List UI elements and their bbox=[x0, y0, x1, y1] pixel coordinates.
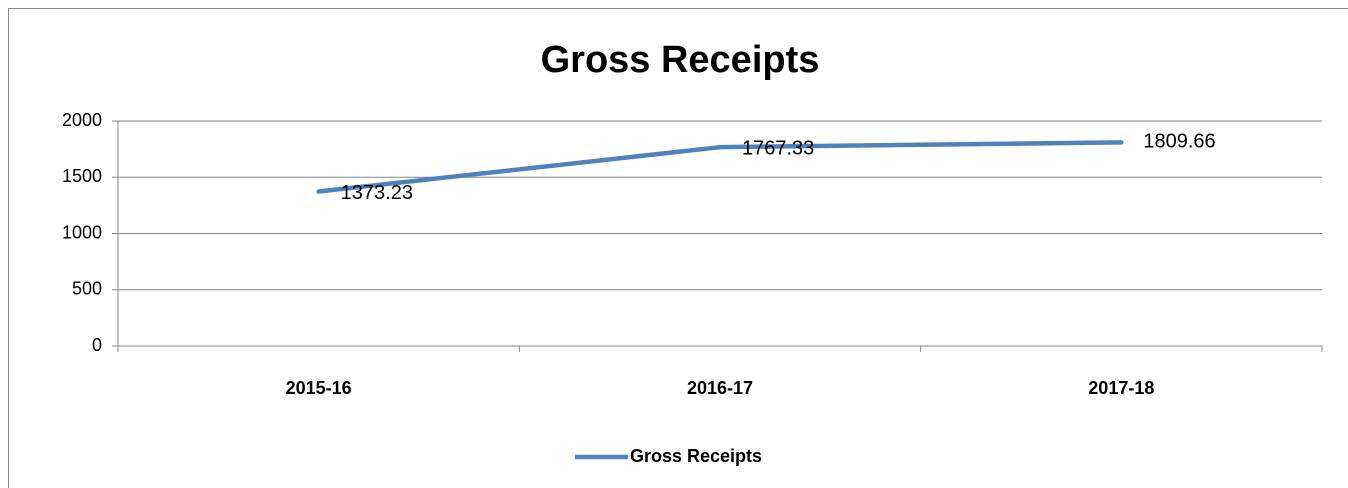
chart-border bbox=[8, 8, 1348, 488]
x-tick-label: 2017-18 bbox=[1088, 378, 1154, 398]
data-label: 1809.66 bbox=[1143, 131, 1215, 153]
y-tick-label: 0 bbox=[92, 335, 102, 355]
line-series bbox=[316, 140, 1124, 194]
data-label: 1767.33 bbox=[742, 137, 814, 159]
y-tick-label: 2000 bbox=[62, 110, 102, 130]
x-tick-label: 2016-17 bbox=[687, 378, 753, 398]
chart-title: Gross Receipts bbox=[541, 39, 820, 81]
y-tick-label: 1000 bbox=[62, 222, 102, 242]
legend-label: Gross Receipts bbox=[630, 446, 762, 466]
y-tick-label: 1500 bbox=[62, 166, 102, 186]
data-label: 1373.23 bbox=[341, 182, 413, 204]
y-tick-label: 500 bbox=[72, 279, 102, 299]
x-tick-label: 2015-16 bbox=[286, 378, 352, 398]
